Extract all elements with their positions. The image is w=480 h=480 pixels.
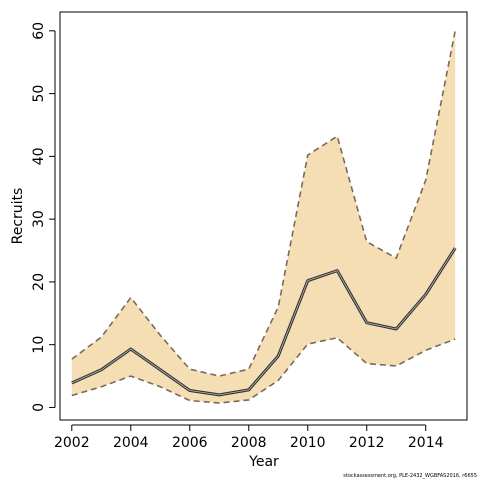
x-axis-title: Year bbox=[248, 454, 279, 470]
y-axis-title: Recruits bbox=[10, 188, 26, 245]
y-tick-label: 0 bbox=[31, 403, 47, 412]
y-tick-label: 30 bbox=[31, 210, 47, 228]
x-tick-label: 2008 bbox=[231, 435, 267, 451]
y-tick-label: 10 bbox=[31, 336, 47, 354]
x-tick-label: 2004 bbox=[113, 435, 149, 451]
lower-bound-line bbox=[71, 336, 456, 404]
credit-note: stockassessment.org, PLE-2432_WGBFAS2016… bbox=[343, 473, 477, 479]
confidence-band bbox=[71, 30, 456, 404]
plot-area bbox=[71, 30, 457, 404]
x-axis: 2002 2004 2006 2008 2010 2012 2014 bbox=[54, 424, 444, 451]
x-tick-label: 2006 bbox=[172, 435, 208, 451]
upper-bound-line bbox=[71, 30, 456, 377]
y-axis: 0 10 20 30 40 50 60 bbox=[31, 22, 56, 412]
x-tick-label: 2002 bbox=[54, 435, 90, 451]
y-tick-label: 60 bbox=[31, 22, 47, 40]
y-tick-label: 50 bbox=[31, 85, 47, 103]
estimate-line-core bbox=[71, 247, 456, 396]
y-tick-label: 20 bbox=[31, 273, 47, 291]
x-tick-label: 2014 bbox=[408, 435, 444, 451]
plot-frame bbox=[59, 11, 468, 421]
x-tick-label: 2012 bbox=[349, 435, 385, 451]
x-tick-label: 2010 bbox=[290, 435, 326, 451]
y-tick-label: 40 bbox=[31, 147, 47, 165]
